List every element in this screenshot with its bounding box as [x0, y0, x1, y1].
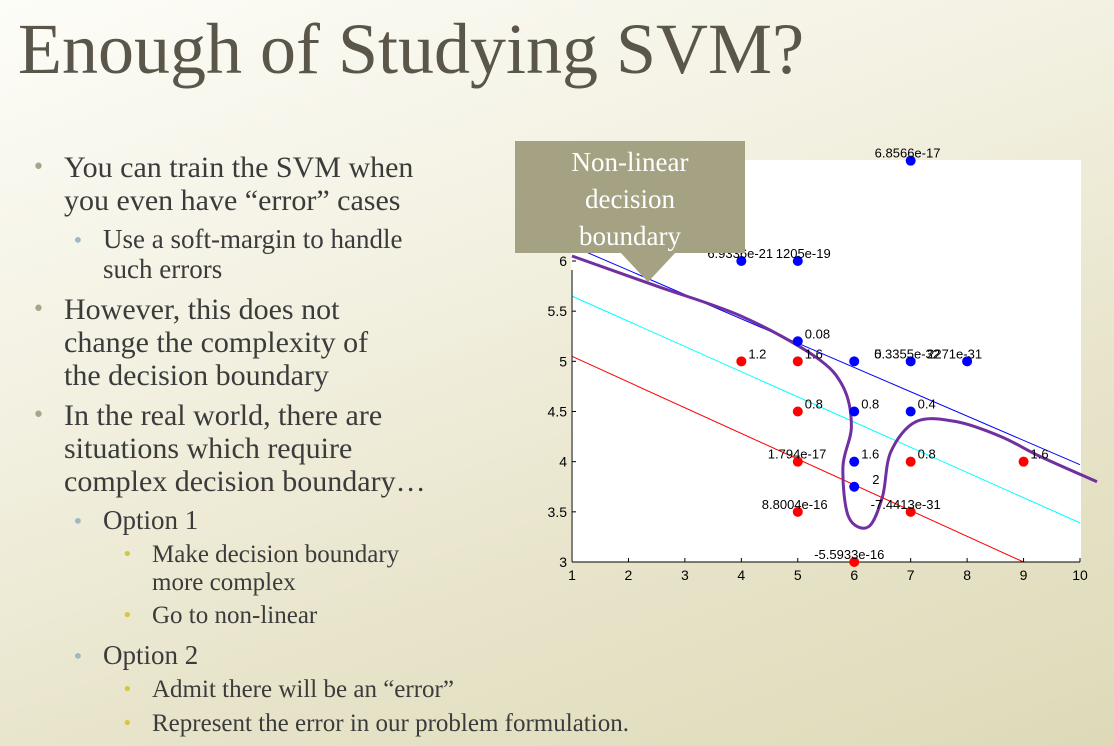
bullet-dot-icon: • [32, 403, 45, 428]
callout-line2: decision [585, 184, 675, 214]
point-label: 2 [872, 472, 879, 487]
subsubbullet-complex-line1: Make decision boundary [152, 541, 400, 568]
bullet-dot-icon: • [32, 297, 45, 322]
blue-point [736, 256, 747, 266]
subbullet-dot-icon: • [72, 644, 84, 668]
y-tick-label: 5.5 [548, 303, 568, 319]
blue-point [905, 155, 916, 166]
nonlinear-boundary-curve [571, 254, 1098, 530]
blue-point [792, 336, 803, 347]
red-point [792, 456, 803, 467]
x-tick-label: 7 [907, 567, 915, 583]
subbullet-soft-margin-line1: Use a soft-margin to handle [103, 224, 403, 254]
blue-point [962, 356, 973, 367]
subbullet-dot-icon: • [72, 509, 84, 533]
red-point [905, 506, 916, 517]
subsubbullet-dot-icon: • [122, 713, 133, 734]
subbullet-dot-icon: • [72, 228, 84, 252]
red-point [905, 456, 916, 467]
bullet-train-line1: You can train the SVM when [64, 151, 414, 184]
nonlinear-callout: Non-linear decision boundary [515, 141, 745, 253]
point-label: 6.8566e-17 [875, 146, 941, 161]
x-tick-label: 8 [963, 567, 971, 583]
bullet-real-world-line2: situations which require [64, 432, 353, 465]
blue-point [792, 256, 803, 266]
bullet-dot-icon: • [32, 155, 45, 180]
point-label: 0.8 [805, 397, 823, 412]
x-tick-label: 1 [568, 567, 576, 583]
y-tick-label: 4.5 [548, 404, 568, 420]
blue-point [849, 356, 860, 367]
subbullet-option2: Option 2 [103, 640, 199, 670]
x-tick-label: 9 [1020, 567, 1028, 583]
bullet-real-world-line1: In the real world, there are [64, 399, 383, 432]
callout-line1: Non-linear [571, 147, 689, 177]
subsubbullet-nonlinear: Go to non-linear [152, 602, 318, 629]
blue-point [905, 406, 916, 417]
blue-point [849, 481, 860, 492]
subsubbullet-represent-error: Represent the error in our problem formu… [152, 710, 629, 737]
red-point [792, 356, 803, 367]
callout-tail [620, 252, 676, 282]
red-point [792, 506, 803, 517]
point-label: 5.3355e-32 [874, 346, 940, 361]
y-tick-label: 4 [559, 454, 567, 470]
y-tick-label: 5 [559, 353, 567, 369]
point-label: 8.8004e-16 [762, 497, 828, 512]
point-label: 1.6 [861, 447, 879, 462]
callout-line3: boundary [579, 221, 681, 251]
point-label: 0 [874, 346, 881, 361]
blue-margin-line [571, 245, 1081, 466]
x-tick-label: 4 [737, 567, 745, 583]
y-tick-label: 3 [559, 554, 567, 570]
subsubbullet-complex-line2: more complex [152, 569, 296, 596]
slide-title: Enough of Studying SVM? [18, 9, 805, 89]
blue-point [905, 356, 916, 367]
x-tick-label: 10 [1072, 567, 1088, 583]
bullet-real-world-line3: complex decision boundary… [64, 465, 426, 498]
point-label: 1.6 [1031, 447, 1049, 462]
point-label: 0.4 [918, 397, 936, 412]
point-label: 2271e-31 [927, 346, 982, 361]
bullet-however-line3: the decision boundary [64, 359, 329, 392]
bullet-train-line2: you even have “error” cases [64, 184, 401, 217]
point-label: 0.8 [861, 397, 879, 412]
point-label: 1205e-19 [776, 246, 831, 261]
y-tick-label: 6 [559, 253, 567, 269]
x-tick-label: 6 [850, 567, 858, 583]
red-point [736, 356, 747, 367]
blue-point [849, 456, 860, 467]
point-label: 1.6 [805, 346, 823, 361]
subsubbullet-dot-icon: • [122, 679, 133, 700]
x-tick-label: 3 [681, 567, 689, 583]
subsubbullet-admit-error: Admit there will be an “error” [152, 676, 454, 703]
subsubbullet-dot-icon: • [122, 544, 133, 565]
subsubbullet-dot-icon: • [122, 605, 133, 626]
bullet-however-line1: However, this does not [64, 293, 340, 326]
red-point [1018, 456, 1029, 467]
x-tick-label: 5 [794, 567, 802, 583]
x-tick-label: 2 [625, 567, 633, 583]
red-point [849, 557, 860, 567]
point-label: -7.4413e-31 [871, 497, 941, 512]
blue-point [849, 406, 860, 417]
subbullet-soft-margin-line2: such errors [103, 254, 223, 284]
point-label: 0.08 [805, 326, 830, 341]
y-tick-label: 3.5 [548, 504, 568, 520]
point-label: 1.794e-17 [768, 447, 827, 462]
point-label: 1.2 [748, 346, 766, 361]
point-label: -5.5933e-16 [814, 547, 884, 562]
bullet-however-line2: change the complexity of [64, 326, 369, 359]
cyan-boundary-line [571, 295, 1081, 524]
point-label: 0.8 [918, 447, 936, 462]
red-point [792, 406, 803, 417]
subbullet-option1: Option 1 [103, 505, 199, 535]
